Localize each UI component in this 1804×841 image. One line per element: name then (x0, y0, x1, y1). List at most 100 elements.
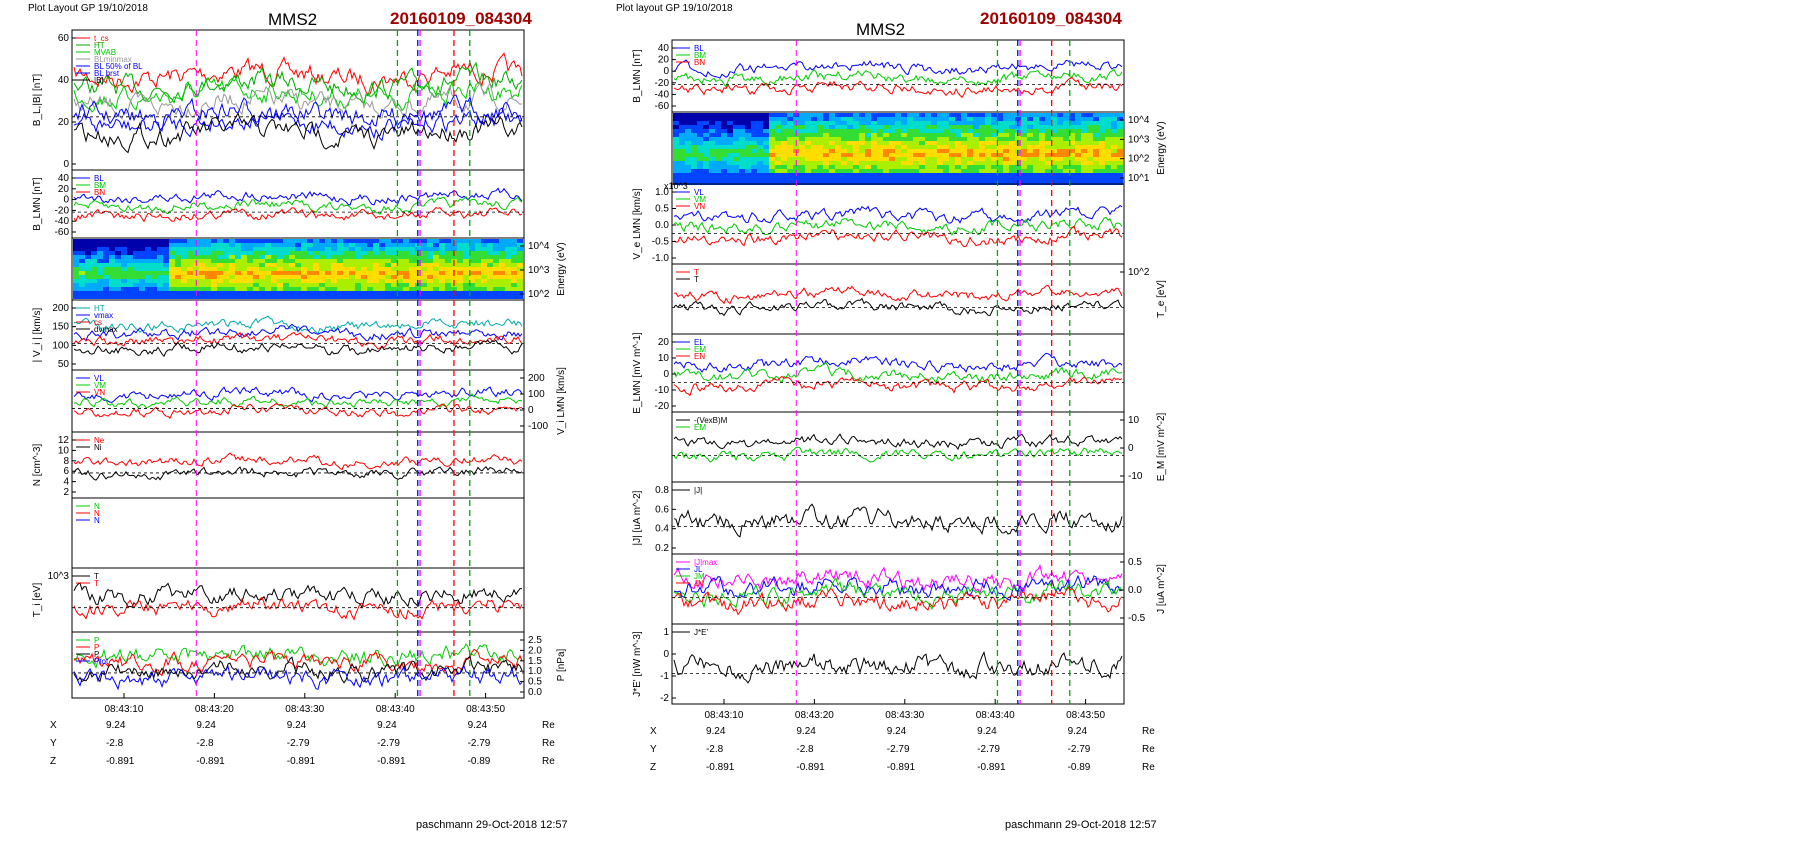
left-legend-label: MVAB (94, 48, 116, 57)
right-ylabel: V_e LMN [km/s] (632, 188, 643, 259)
right-ephemeris-value: -2.79 (886, 744, 910, 755)
left-legend-label: BL (94, 174, 104, 183)
left-legend-label: Ptot (94, 657, 109, 666)
left-ephemeris-value: -0.891 (196, 756, 225, 767)
left-legend-label: Ne (94, 436, 105, 445)
right-ephemeris-row-label: Z (650, 762, 657, 773)
right-legend-label: BM (694, 51, 706, 60)
left-ytick-label: 0 (63, 159, 69, 170)
right-series-trace (673, 204, 1123, 224)
left-xtick-label: 08:43:40 (376, 704, 415, 715)
right-event-id: 20160109_084304 (980, 9, 1122, 28)
right-xtick-label: 08:43:30 (885, 710, 924, 721)
right-ytick-label: 0.0 (1128, 585, 1142, 596)
left-ephemeris-value: -0.89 (467, 756, 491, 767)
left-ytick-label: 0 (63, 195, 69, 206)
left-legend-label: BLminmax (94, 55, 132, 64)
left-ytick-label: 10^3 (528, 265, 550, 276)
right-legend-label: EM (694, 423, 706, 432)
left-series-trace (73, 393, 523, 409)
left-ytick-label: 10^3 (48, 571, 70, 582)
right-ephemeris-value: -0.89 (1067, 762, 1091, 773)
left-series-trace (73, 386, 523, 403)
right-ephemeris-unit: Re (1142, 762, 1155, 773)
right-series-trace (673, 68, 1123, 88)
right-series-trace (673, 564, 1123, 594)
right-legend-label: EN (694, 352, 705, 361)
left-ephemeris-value: -2.8 (105, 738, 124, 749)
right-legend-label: JM (694, 572, 705, 581)
left-ytick-label: 60 (58, 33, 70, 44)
right-ephemeris-value: 9.24 (977, 726, 997, 737)
left-legend-label: VN (94, 388, 105, 397)
left-event-id: 20160109_084304 (390, 9, 532, 28)
left-ylabel: | V_i | [km/s] (32, 307, 43, 362)
right-ytick-label: 0.4 (655, 524, 669, 535)
right-ytick-label: -40 (655, 89, 670, 100)
right-series-trace (673, 577, 1123, 610)
left-ytick-label: 2 (63, 487, 69, 498)
left-ephemeris-value: -2.8 (196, 738, 214, 749)
left-legend-label: Ni (94, 443, 102, 452)
right-ephemeris-value: -0.891 (705, 762, 735, 773)
right-legend-label: |J|max (694, 558, 717, 567)
left-ephemeris-value: 9.24 (467, 720, 488, 731)
right-ytick-label: 10 (658, 353, 670, 364)
right-xtick-label: 08:43:40 (976, 710, 1015, 721)
left-ephemeris-unit: Re (542, 720, 555, 731)
right-series-trace (673, 433, 1123, 451)
left-ephemeris-value: 9.24 (377, 720, 397, 731)
right-ytick-label: 0.5 (1128, 557, 1142, 568)
right-scale-label: x10^3 (664, 181, 688, 191)
left-spacecraft-title: MMS2 (268, 10, 318, 29)
right-ytick-label: -20 (655, 401, 670, 412)
right-ephemeris-value: -2.79 (977, 744, 1000, 755)
right-ytick-label: 0 (663, 649, 669, 660)
left-legend-label: vmax (94, 311, 113, 320)
left-ytick-label: -20 (55, 205, 70, 216)
right-series-trace (673, 297, 1123, 317)
right-legend-label: VL (694, 188, 704, 197)
left-xtick-label: 08:43:20 (195, 704, 234, 715)
left-series-trace (73, 81, 523, 120)
left-legend-label: N (94, 509, 100, 518)
right-series-trace (673, 362, 1123, 384)
left-ytick-label: 200 (52, 303, 69, 314)
right-panel-frame (671, 39, 1125, 113)
right-ytick-label: 20 (658, 55, 670, 66)
right-series-trace (673, 59, 1123, 79)
right-series-trace (673, 352, 1123, 374)
left-series-trace (73, 196, 523, 215)
right-xtick-label: 08:43:50 (1066, 710, 1105, 721)
left-ephemeris-unit: Re (542, 756, 555, 767)
left-ytick-label: 200 (528, 373, 545, 384)
right-series-trace (673, 446, 1123, 463)
right-ytick-label: 0.0 (655, 220, 669, 231)
right-ytick-label: 40 (658, 43, 670, 54)
right-ytick-label: 10 (1128, 415, 1140, 426)
right-legend-label: BL (694, 44, 704, 53)
right-series-trace (673, 76, 1123, 99)
left-ytick-label: 100 (528, 389, 545, 400)
left-ephemeris-row-label: X (50, 720, 57, 731)
right-legend-label: |J| (694, 486, 702, 495)
left-ytick-label: 2.0 (528, 645, 542, 656)
left-legend-label: BN (94, 188, 105, 197)
left-panel-frame (71, 631, 525, 699)
right-panel-frame (671, 623, 1125, 705)
left-legend-label: P (94, 636, 99, 645)
left-ytick-label: 10 (58, 445, 70, 456)
right-ephemeris-value: -0.891 (977, 762, 1006, 773)
left-legend-label: P (94, 643, 99, 652)
left-series-trace (73, 187, 523, 206)
right-ytick-label: -60 (655, 101, 670, 112)
right-legend-label: BN (694, 58, 705, 67)
left-series-trace (73, 643, 523, 669)
right-ytick-label: -10 (655, 385, 670, 396)
right-series-trace (673, 375, 1123, 397)
right-ylabel-right: Energy (eV) (1156, 121, 1167, 174)
right-legend-label: JL (694, 565, 703, 574)
left-ytick-label: 4 (63, 477, 69, 488)
right-ephemeris-value: 9.24 (796, 726, 816, 737)
right-ephemeris-value: -2.79 (1067, 744, 1091, 755)
